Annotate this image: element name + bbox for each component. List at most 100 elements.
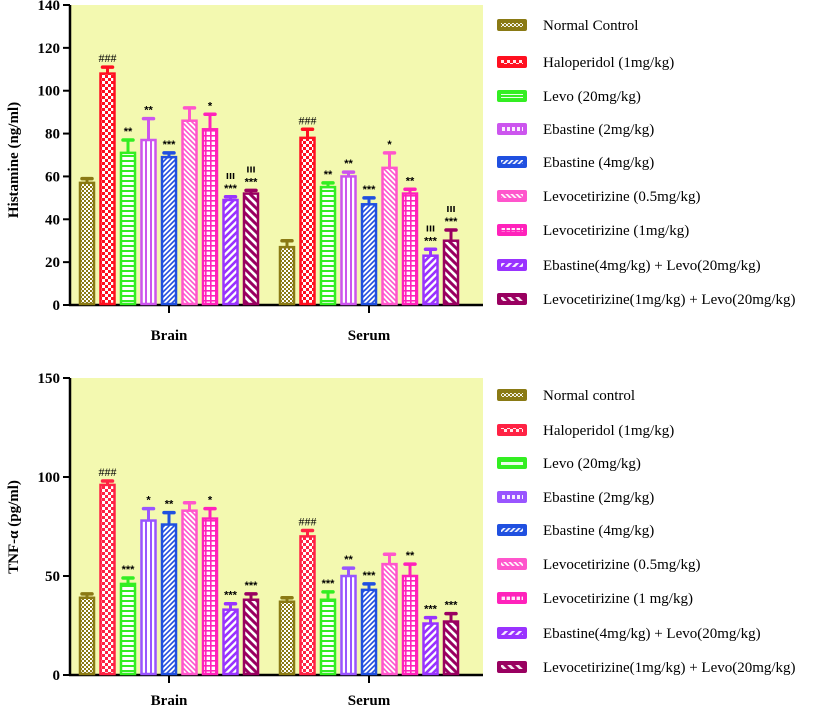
bar: [119, 151, 137, 306]
legend-item: Levocetirizine (1 mg/kg): [497, 591, 693, 607]
bar: [278, 600, 296, 676]
legend-label: Ebastine (2mg/kg): [543, 490, 654, 506]
legend-label: Ebastine(4mg/kg) + Levo(20mg/kg): [543, 626, 761, 642]
legend-swatch-pattern: [501, 23, 523, 27]
legend-swatch-pattern: [501, 528, 523, 532]
legend-swatch-pattern: [501, 562, 523, 566]
bar: [319, 598, 337, 676]
legend-item: Levocetirizine (0.5mg/kg): [497, 189, 700, 205]
legend-swatch-pattern: [501, 428, 523, 432]
legend-item: Ebastine(4mg/kg) + Levo(20mg/kg): [497, 626, 761, 642]
significance-label: ııı: [426, 222, 435, 234]
significance-label: **: [344, 158, 353, 170]
bar: [422, 254, 439, 306]
bar: [299, 136, 316, 306]
y-tick-label: 150: [38, 371, 61, 387]
bar: [242, 192, 260, 306]
significance-label: ###: [99, 465, 117, 479]
legend-swatch-pattern: [501, 631, 523, 635]
bar: [140, 519, 157, 676]
significance-label: **: [406, 175, 415, 187]
bar: [119, 582, 137, 676]
significance-label: **: [165, 499, 174, 511]
y-tick-label: 40: [45, 212, 60, 228]
legend-item: Ebastine (4mg/kg): [497, 155, 654, 171]
legend-swatch-pattern: [501, 127, 523, 131]
significance-label: ###: [299, 514, 317, 528]
y-tick-label: 60: [45, 169, 60, 185]
significance-label: *: [208, 495, 213, 507]
legend-item: Haloperidol (1mg/kg): [497, 423, 674, 439]
legend-label: Ebastine (4mg/kg): [543, 155, 654, 171]
legend-label: Levocetirizine(1mg/kg) + Levo(20mg/kg): [543, 660, 796, 676]
category-label-serum: Serum: [348, 328, 391, 344]
legend-swatch-pattern: [501, 393, 523, 397]
bar: [422, 622, 439, 676]
legend-label: Normal Control: [543, 18, 638, 34]
bar: [99, 483, 116, 676]
legend-swatch-pattern: [501, 297, 523, 301]
significance-label: ııı: [246, 163, 255, 175]
category-label-serum: Serum: [348, 693, 391, 709]
category-label-brain: Brain: [151, 693, 188, 709]
significance-label: ***: [163, 139, 177, 151]
y-tick-label: 20: [45, 255, 60, 271]
legend-label: Haloperidol (1mg/kg): [543, 423, 674, 439]
legend-item: Levocetirizine (1mg/kg): [497, 223, 689, 239]
legend-swatch-pattern: [501, 160, 523, 164]
legend-item: Levocetirizine(1mg/kg) + Levo(20mg/kg): [497, 660, 796, 676]
bar: [442, 239, 460, 306]
significance-label: ***: [363, 184, 377, 196]
legend-item: Levocetirizine(1mg/kg) + Levo(20mg/kg): [497, 292, 796, 308]
bar: [160, 523, 178, 676]
legend-swatch-pattern: [501, 94, 523, 98]
bar: [140, 138, 157, 306]
significance-label: ***: [224, 183, 238, 195]
legend-label: Ebastine(4mg/kg) + Levo(20mg/kg): [543, 258, 761, 274]
y-tick-label: 120: [38, 41, 61, 57]
significance-label: ###: [99, 51, 117, 65]
bar: [381, 562, 398, 676]
significance-label: **: [324, 169, 333, 181]
bar: [278, 245, 296, 306]
bar: [222, 608, 239, 676]
significance-label: ııı: [226, 170, 235, 182]
legend-item: Normal control: [497, 388, 635, 404]
legend-label: Levocetirizine (1mg/kg): [543, 223, 689, 239]
legend-label: Levo (20mg/kg): [543, 89, 641, 105]
legend-item: Levocetirizine (0.5mg/kg): [497, 557, 700, 573]
bar: [99, 72, 116, 306]
legend-label: Levocetirizine (0.5mg/kg): [543, 557, 700, 573]
significance-label: ***: [363, 570, 377, 582]
legend-swatch-pattern: [501, 461, 523, 465]
significance-label: **: [144, 105, 153, 117]
bar: [401, 574, 419, 676]
bar: [360, 588, 378, 676]
significance-label: ***: [224, 590, 238, 602]
bar: [181, 509, 198, 676]
legend-label: Levocetirizine (0.5mg/kg): [543, 189, 700, 205]
significance-label: ***: [245, 176, 259, 188]
legend-swatch-pattern: [501, 228, 523, 232]
legend-label: Ebastine (2mg/kg): [543, 122, 654, 138]
bar: [78, 181, 96, 306]
legend-item: Ebastine (2mg/kg): [497, 490, 654, 506]
significance-label: ***: [122, 564, 136, 576]
significance-label: ***: [322, 578, 336, 590]
bar: [381, 166, 398, 306]
legend-label: Levocetirizine (1 mg/kg): [543, 591, 693, 607]
bar: [181, 119, 198, 306]
legend-item: Normal Control: [497, 18, 638, 34]
y-tick-label: 0: [53, 668, 61, 684]
significance-label: **: [124, 126, 133, 138]
legend-label: Ebastine (4mg/kg): [543, 523, 654, 539]
significance-label: ###: [299, 113, 317, 127]
legend-swatch-pattern: [501, 60, 523, 64]
bar: [442, 620, 460, 676]
bar: [222, 198, 239, 306]
y-tick-label: 100: [38, 84, 61, 100]
legend-item: Ebastine (4mg/kg): [497, 523, 654, 539]
legend-swatch-pattern: [501, 665, 523, 669]
bar: [201, 128, 219, 306]
bar: [242, 598, 260, 676]
